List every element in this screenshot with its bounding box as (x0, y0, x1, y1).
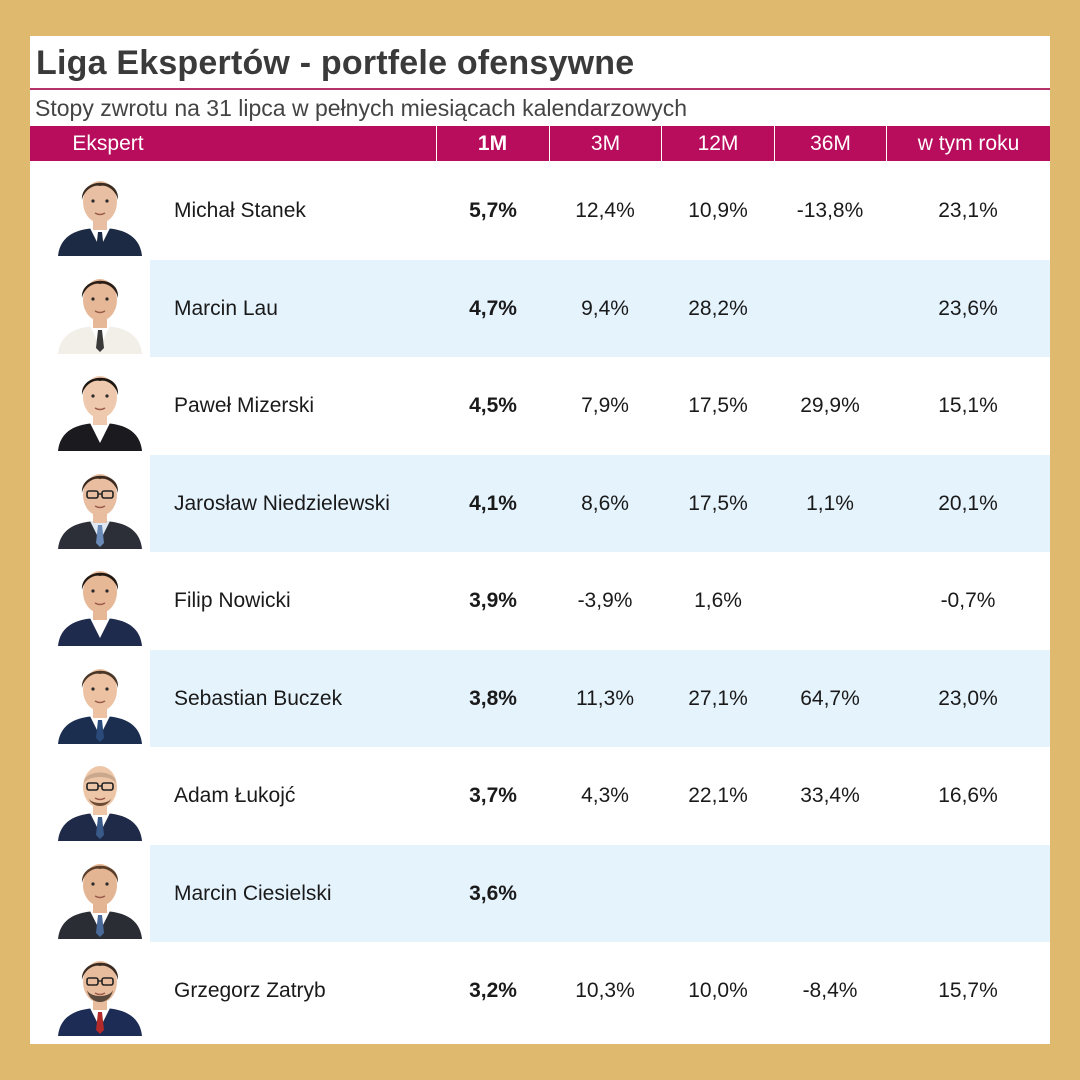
table-row: Marcin Ciesielski 3,6% (30, 844, 1050, 942)
cell-12m: 17,5% (688, 491, 748, 515)
cell-12m: 28,2% (688, 296, 748, 320)
cell-3m: 8,6% (581, 491, 629, 515)
cell-3m: -3,9% (577, 589, 633, 612)
cell-1m: 3,8% (469, 686, 517, 710)
header-ytd: w tym roku (917, 132, 1020, 155)
cell-1m: 3,6% (469, 881, 517, 905)
expert-name: Michał Stanek (174, 199, 306, 222)
photo-icon (58, 766, 142, 841)
expert-name: Marcin Ciesielski (174, 881, 332, 905)
expert-name: Jarosław Niedzielewski (174, 491, 390, 515)
cell-ytd: 16,6% (938, 784, 998, 807)
table-row: Sebastian Buczek 3,8% 11,3% 27,1% 64,7% 23,0% (30, 649, 1050, 747)
cell-1m: 5,7% (469, 199, 517, 222)
table-row: Marcin Lau 4,7% 9,4% 28,2% 23,6% (30, 259, 1050, 357)
cell-1m: 4,7% (469, 296, 517, 320)
cell-3m: 11,3% (576, 686, 634, 710)
row-band (150, 649, 1050, 747)
cell-ytd: 23,0% (938, 686, 998, 710)
table-row: Jarosław Niedzielewski 4,1% 8,6% 17,5% 1,1% 2… (30, 454, 1050, 552)
row-band (150, 844, 1050, 942)
cell-12m (658, 845, 778, 942)
photo-icon (58, 473, 142, 549)
cell-1m: 3,7% (469, 784, 517, 807)
cell-3m: 4,3% (581, 784, 629, 807)
cell-12m: 17,5% (688, 394, 748, 417)
photo-icon (58, 961, 142, 1036)
cell-3m: 9,4% (581, 296, 629, 320)
row-band (150, 259, 1050, 357)
cell-ytd: 15,1% (938, 394, 998, 417)
expert-name: Marcin Lau (174, 296, 278, 320)
cell-ytd: 23,6% (938, 296, 998, 320)
cell-36m (770, 260, 890, 357)
cell-36m: 1,1% (806, 491, 854, 515)
header-12m: 12M (697, 132, 739, 155)
cell-ytd (908, 845, 1028, 942)
photo-icon (58, 181, 142, 256)
cell-36m: -13,8% (796, 199, 864, 222)
ranking-card: Liga Ekspertów - portfele ofensywne Stop… (30, 36, 1050, 1044)
cell-ytd: -0,7% (940, 589, 996, 612)
page-title: Liga Ekspertów - portfele ofensywne (36, 44, 635, 82)
expert-name: Paweł Mizerski (174, 394, 315, 417)
cell-36m: 29,9% (800, 394, 860, 417)
cell-12m: 27,1% (688, 686, 748, 710)
table-header: Ekspert 1M 3M 12M 36M w tym roku (30, 126, 1050, 161)
cell-1m: 4,5% (469, 394, 517, 417)
header-separator (661, 126, 662, 161)
cell-ytd: 15,7% (938, 979, 998, 1002)
cell-ytd: 20,1% (938, 491, 998, 515)
expert-name: Sebastian Buczek (174, 686, 343, 710)
header-expert: Ekspert (72, 132, 144, 155)
header-3m: 3M (590, 132, 621, 155)
table-row: Adam Łukojć 3,7% 4,3% 22,1% 33,4% 16,6% (30, 747, 1050, 844)
expert-name: Grzegorz Zatryb (174, 979, 326, 1002)
table-row: Filip Nowicki 3,9% -3,9% 1,6% -0,7% (30, 552, 1050, 649)
photo-icon (58, 376, 142, 451)
cell-ytd: 23,1% (938, 199, 998, 222)
expert-name: Adam Łukojć (174, 784, 296, 807)
cell-12m: 10,0% (688, 979, 748, 1002)
header-separator (436, 126, 437, 161)
cell-1m: 3,9% (469, 589, 517, 612)
cell-36m (770, 845, 890, 942)
cell-3m: 7,9% (581, 394, 629, 417)
cell-12m: 10,9% (688, 199, 748, 222)
row-band (150, 454, 1050, 552)
page-subtitle: Stopy zwrotu na 31 lipca w pełnych miesi… (35, 95, 687, 121)
expert-name: Filip Nowicki (174, 589, 291, 612)
cell-12m: 22,1% (688, 784, 748, 807)
photo-icon (58, 668, 142, 744)
header-36m: 36M (810, 132, 851, 155)
cell-36m (770, 552, 890, 649)
header-1m: 1M (477, 132, 508, 155)
table-row: Grzegorz Zatryb 3,2% 10,3% 10,0% -8,4% 15,7% (30, 942, 1050, 1039)
cell-3m: 12,4% (575, 199, 635, 222)
table-row: Michał Stanek 5,7% 12,4% 10,9% -13,8% 23,1% (30, 162, 1050, 259)
header-separator (886, 126, 887, 161)
cell-1m: 3,2% (469, 979, 517, 1002)
photo-icon (58, 278, 142, 354)
table-row: Paweł Mizerski 4,5% 7,9% 17,5% 29,9% 15,1% (30, 357, 1050, 454)
cell-3m: 10,3% (575, 979, 635, 1002)
title-divider (30, 88, 1050, 90)
cell-3m (545, 845, 665, 942)
photo-icon (58, 863, 142, 939)
cell-36m: 64,7% (800, 686, 860, 710)
header-separator (774, 126, 775, 161)
cell-1m: 4,1% (469, 491, 517, 515)
cell-36m: 33,4% (800, 784, 860, 807)
cell-36m: -8,4% (802, 979, 858, 1002)
header-separator (549, 126, 550, 161)
cell-12m: 1,6% (694, 589, 742, 612)
photo-icon (58, 571, 142, 646)
